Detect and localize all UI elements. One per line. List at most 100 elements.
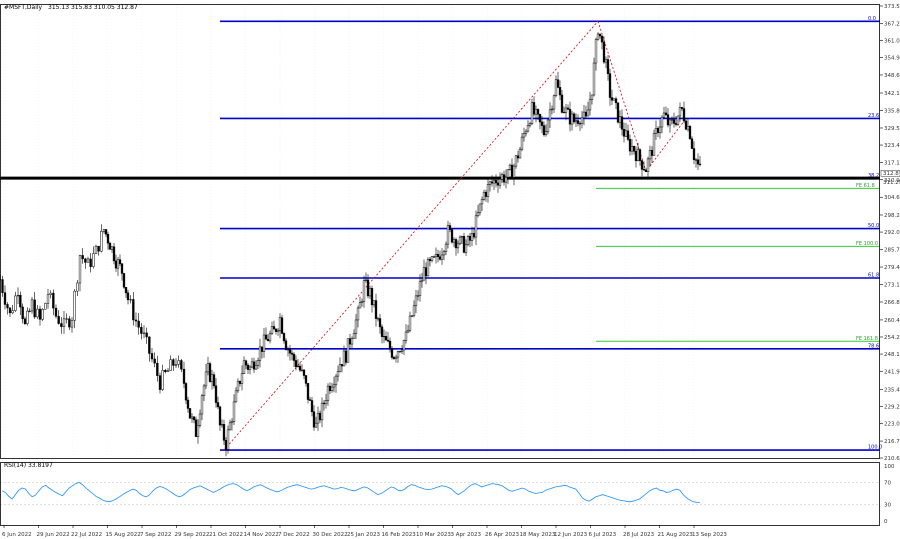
candle-body <box>514 155 518 167</box>
candle-body <box>606 59 610 74</box>
candle-body <box>620 116 624 130</box>
candle-body <box>612 98 616 101</box>
candle-body <box>212 374 216 387</box>
candle-body <box>594 39 598 64</box>
candle-body <box>552 95 556 110</box>
candle-body <box>204 371 208 387</box>
candle-body <box>21 306 24 320</box>
candle-body <box>86 258 90 263</box>
price-tick-label: 361.05 <box>884 39 900 45</box>
price-tick-label: 235.40 <box>884 387 900 393</box>
candle-body <box>33 299 36 318</box>
price-tick-label: 210.65 <box>884 456 900 462</box>
candle-body <box>448 225 452 230</box>
candle-body <box>278 317 282 331</box>
candle-body <box>148 336 151 354</box>
candle-body <box>120 263 124 274</box>
candle-body <box>57 316 60 324</box>
candle-body <box>680 107 684 109</box>
candle-body <box>169 359 172 371</box>
candle-body <box>538 114 542 123</box>
candle-body <box>378 318 382 328</box>
candle-body <box>592 62 596 96</box>
candle-body <box>690 138 694 149</box>
candle-body <box>498 178 502 186</box>
candle-body <box>694 159 698 161</box>
candle-body <box>392 357 396 359</box>
rsi-line <box>1 482 701 503</box>
candle-body <box>65 318 68 320</box>
candle-body <box>166 370 170 372</box>
candle-body <box>530 102 534 124</box>
candle-body <box>604 59 608 63</box>
price-tick-label: 329.55 <box>884 126 900 132</box>
candle-body <box>206 363 210 373</box>
candle-body <box>568 109 572 125</box>
candle-body <box>153 358 156 364</box>
candle-body <box>374 300 378 319</box>
candle-body <box>6 304 9 309</box>
time-tick-label: 28 Jul 2023 <box>623 532 655 538</box>
candle-body <box>522 133 526 138</box>
candle-body <box>382 336 386 338</box>
candle-body <box>420 279 424 282</box>
candle-body <box>308 399 312 401</box>
rsi-tick-label: 100 <box>884 464 895 470</box>
candle-body <box>234 390 238 403</box>
candle-body <box>100 231 103 252</box>
candle-body <box>476 212 480 217</box>
candle-body <box>678 107 682 117</box>
candle-body <box>614 98 618 104</box>
candle-body <box>426 259 430 277</box>
candle-body <box>546 119 550 132</box>
candle-body <box>220 424 224 426</box>
candle-body <box>300 369 304 371</box>
candle-body <box>216 402 220 408</box>
candle-body <box>30 299 34 312</box>
candle-body <box>81 255 84 260</box>
candle-body <box>630 146 634 152</box>
candle-body <box>122 273 126 288</box>
candle-body <box>632 146 636 152</box>
current-price-label: 312.87 <box>883 171 900 177</box>
fib-level-label: 23.6 <box>868 113 879 119</box>
price-tick-label: 273.15 <box>884 283 900 289</box>
candle-body <box>396 351 400 358</box>
fe-level-label: FE 161.8 <box>856 336 878 342</box>
candle-body <box>390 349 394 358</box>
main-frame <box>0 4 880 459</box>
candle-body <box>548 109 552 121</box>
candle-body <box>626 130 630 140</box>
candle-body <box>242 360 246 374</box>
candle-body <box>540 121 544 126</box>
candle-body <box>302 369 306 376</box>
candle-body <box>452 239 456 243</box>
candle-body <box>570 113 574 125</box>
candle-body <box>62 318 66 327</box>
candle-body <box>52 292 55 309</box>
time-tick-label: 7 Sep 2022 <box>140 532 171 538</box>
candle-body <box>414 295 418 307</box>
candle-body <box>76 282 79 292</box>
candle-body <box>372 300 376 306</box>
candle-body <box>338 364 342 372</box>
time-tick-label: 15 Aug 2022 <box>106 532 141 538</box>
candle-body <box>442 251 446 256</box>
candle-body <box>428 259 432 262</box>
candle-body <box>268 333 272 342</box>
candle-body <box>376 318 380 320</box>
price-tick-label: 248.10 <box>884 352 900 358</box>
candle-body <box>438 256 442 260</box>
candle-body <box>318 412 322 421</box>
candle-body <box>468 236 472 241</box>
rsi-tick-label: 30 <box>884 503 891 509</box>
candle-body <box>412 305 416 317</box>
candle-body <box>328 385 332 391</box>
candle-body <box>520 136 524 150</box>
candle-body <box>406 330 410 333</box>
candle-body <box>662 112 666 118</box>
candle-body <box>686 126 690 130</box>
candle-body <box>416 295 420 297</box>
candle-body <box>658 126 662 133</box>
